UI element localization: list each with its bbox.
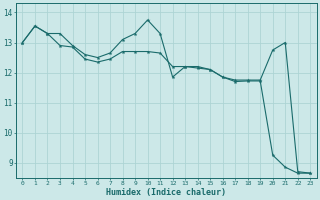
X-axis label: Humidex (Indice chaleur): Humidex (Indice chaleur)	[106, 188, 226, 197]
